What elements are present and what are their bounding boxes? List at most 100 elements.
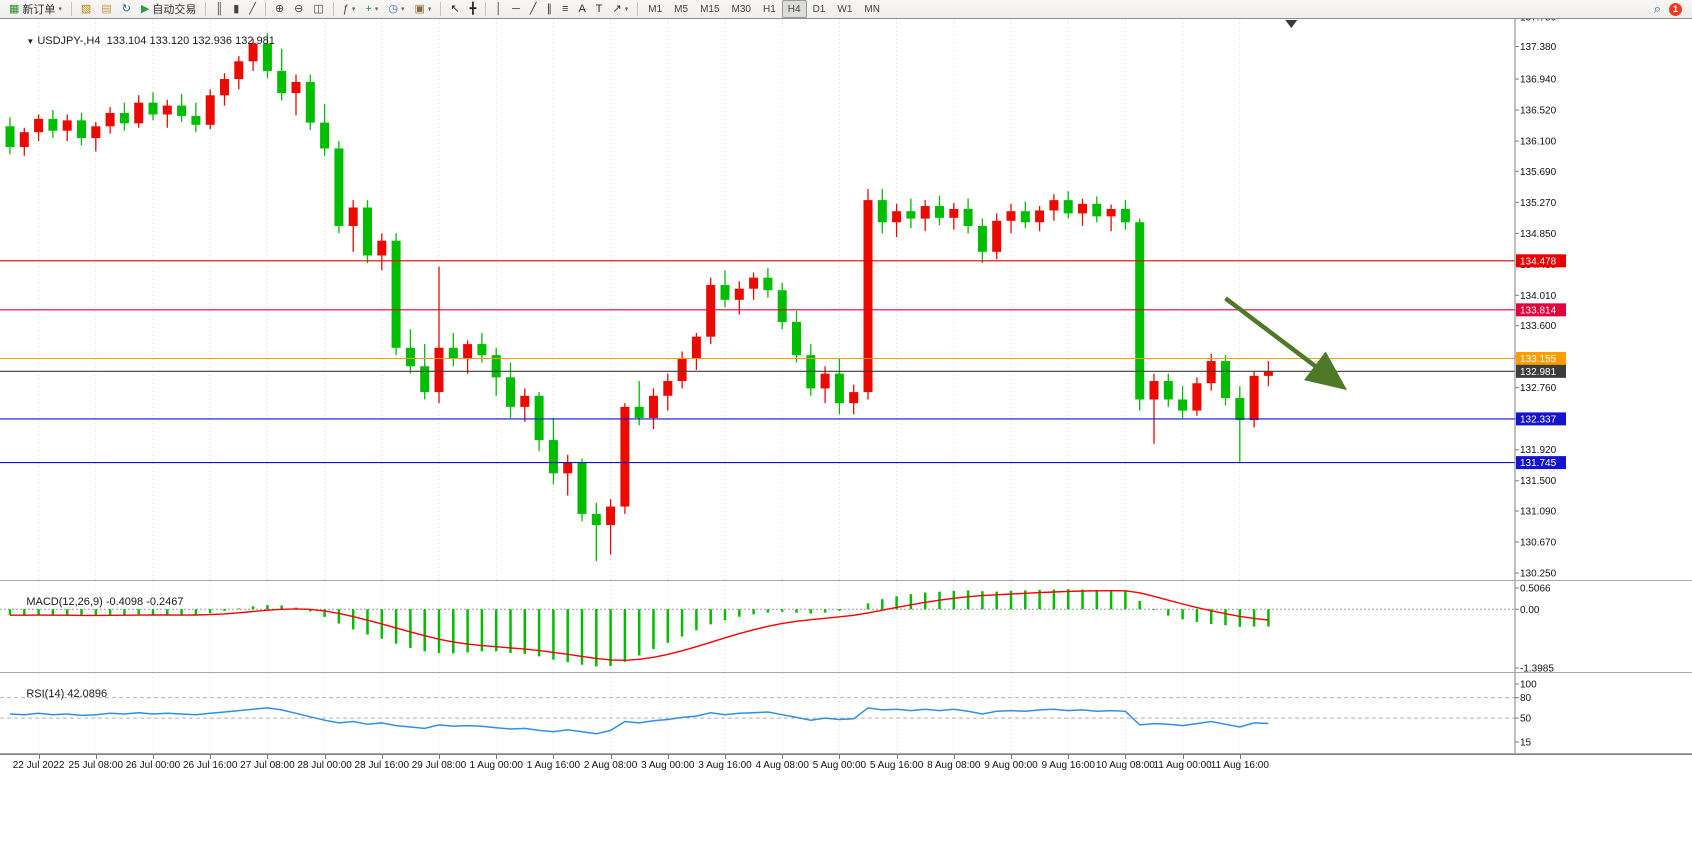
- time-axis-tick: [210, 755, 212, 759]
- panel-separator[interactable]: [0, 580, 1692, 581]
- rsi-panel[interactable]: 100 80 50 15: [0, 673, 1692, 753]
- time-axis-label: 25 Jul 08:00: [68, 760, 124, 771]
- candle-body: [1206, 361, 1216, 384]
- bars-mode-button[interactable]: ║: [210, 0, 228, 18]
- price-axis-label: 133.600: [1520, 321, 1557, 332]
- ohlc-low: 132.936: [192, 35, 233, 47]
- candle-body: [1035, 210, 1045, 223]
- tile-windows-button[interactable]: ◫: [308, 0, 328, 18]
- candle-body: [606, 506, 616, 526]
- panel-separator[interactable]: [0, 672, 1692, 673]
- text-icon: A: [578, 2, 586, 15]
- add-indicator-button[interactable]: + ▾: [360, 0, 383, 18]
- chart-shift-marker[interactable]: [1285, 20, 1298, 28]
- tf-H4-label: H4: [787, 3, 801, 15]
- time-axis-tick: [324, 755, 326, 759]
- panel-separator[interactable]: [0, 753, 1692, 754]
- zoom-in-button[interactable]: ⊕: [270, 0, 289, 18]
- tf-MN-button[interactable]: MN: [858, 0, 886, 18]
- time-axis-tick: [38, 755, 40, 759]
- cursor-button[interactable]: ↖: [445, 0, 464, 18]
- notification-badge[interactable]: 1: [1669, 2, 1682, 16]
- candle-body: [691, 336, 701, 359]
- price-axis-label: 135.270: [1520, 198, 1557, 209]
- arrows-tool-button[interactable]: ↗ ▾: [608, 0, 634, 18]
- trend-arrow-annotation[interactable]: [1224, 296, 1348, 391]
- indicator-list-button[interactable]: ƒ ▾: [338, 0, 361, 18]
- trendline-button[interactable]: ╱: [525, 0, 542, 18]
- autotrading-button[interactable]: ▶ 自动交易: [136, 0, 201, 18]
- new-order-button[interactable]: ▦ 新订单 ▾: [4, 0, 67, 18]
- rsi-axis-label: 100: [1520, 680, 1537, 691]
- profiles-button[interactable]: ▤: [96, 0, 116, 18]
- arrows-tool-caret-icon: ▾: [624, 6, 629, 13]
- candles-mode-icon: ▮: [233, 2, 240, 15]
- time-axis-label: 29 Jul 08:00: [411, 760, 467, 771]
- time-axis-tick: [953, 755, 955, 759]
- search-icon[interactable]: ⌕: [1653, 1, 1661, 16]
- crosshair-button[interactable]: ╋: [465, 0, 482, 18]
- time-axis[interactable]: 22 Jul 2022 25 Jul 08:00 26 Jul 00:00 26 Ju…: [0, 754, 1692, 774]
- macd-panel[interactable]: 0.5066 0.00 -1.3985: [0, 581, 1692, 675]
- candles-mode-button[interactable]: ▮: [228, 0, 244, 18]
- new-chart-button[interactable]: ▧: [76, 0, 96, 18]
- periods-icon: ◷: [388, 2, 398, 15]
- periods-button[interactable]: ◷ ▾: [383, 0, 409, 18]
- tf-D1-button[interactable]: D1: [807, 0, 832, 18]
- line-mode-button[interactable]: ╱: [244, 0, 261, 18]
- candle-body: [377, 240, 387, 256]
- main-chart[interactable]: 137.780137.380136.940136.520136.100135.6…: [0, 13, 1692, 580]
- time-axis-tick: [381, 755, 383, 759]
- toolbar-group-chart-modes: ║ ▮ ╱: [210, 0, 260, 18]
- time-axis-label: 8 Aug 08:00: [927, 760, 981, 771]
- price-axis[interactable]: 137.780137.380136.940136.520136.100135.6…: [1515, 13, 1557, 580]
- symbol-dropdown-icon[interactable]: ▼: [26, 37, 35, 46]
- refresh-button[interactable]: ↻: [117, 0, 136, 18]
- horizontal-line-button[interactable]: ─: [507, 0, 525, 18]
- chart-symbol-period: USDJPY-,H4: [37, 35, 101, 47]
- price-badge-label: 131.745: [1520, 458, 1557, 469]
- candle-body: [634, 406, 644, 418]
- ohlc-high: 133.120: [149, 35, 190, 47]
- tf-M1-button[interactable]: M1: [642, 0, 668, 18]
- macd-axis-label: 0.5066: [1520, 584, 1551, 595]
- tf-W1-button[interactable]: W1: [831, 0, 858, 18]
- price-badge-label: 133.155: [1520, 354, 1557, 365]
- candle-body: [506, 377, 515, 407]
- candle-body: [105, 112, 115, 127]
- tf-M30-button[interactable]: M30: [726, 0, 757, 18]
- vertical-line-button[interactable]: │: [490, 0, 507, 18]
- tf-H1-button[interactable]: H1: [757, 0, 782, 18]
- candle-body: [863, 200, 873, 393]
- tf-M5-button[interactable]: M5: [668, 0, 694, 18]
- fibonacci-icon: ≡: [562, 2, 569, 15]
- candle-body: [820, 373, 830, 389]
- candle-body: [1263, 371, 1273, 376]
- tf-H4-button[interactable]: H4: [781, 0, 807, 18]
- candle-body: [220, 79, 229, 96]
- rsi-value: 42.0896: [67, 688, 108, 700]
- price-axis-label: 130.250: [1520, 569, 1557, 580]
- tf-M15-button[interactable]: M15: [694, 0, 725, 18]
- equidistant-channel-button[interactable]: ∥: [542, 0, 558, 18]
- toolbar-separator: [485, 2, 487, 16]
- time-axis-label: 4 Aug 08:00: [755, 760, 809, 771]
- text-button[interactable]: A: [573, 0, 590, 18]
- templates-button[interactable]: ▣ ▾: [409, 0, 436, 18]
- price-badges: 134.478 133.814 133.155 132.981 132.337 131.7…: [1516, 254, 1566, 470]
- macd-axis-label: 0.00: [1520, 605, 1540, 616]
- ohlc-open: 133.104: [106, 35, 147, 47]
- price-badge: [1516, 352, 1566, 366]
- time-axis-tick: [725, 755, 726, 759]
- candle-body: [1178, 399, 1188, 411]
- time-axis-tick: [896, 755, 898, 759]
- toolbar-group-timeframes: M1 M5 M15 M30 H1 H4 D1 W1 MN: [642, 0, 886, 18]
- time-axis-tick: [1239, 755, 1241, 759]
- toolbar-group-windows: ▧ ▤ ↻ ▶ 自动交易: [76, 0, 202, 18]
- candle-body: [134, 102, 144, 124]
- zoom-out-button[interactable]: ⊖: [289, 0, 308, 18]
- macd-legend: MACD(12,26,9) -0.4098 -0.2467: [8, 584, 183, 620]
- rsi-label: RSI(14): [26, 688, 65, 700]
- fibonacci-button[interactable]: ≡: [557, 0, 573, 18]
- text-label-button[interactable]: T: [591, 0, 608, 18]
